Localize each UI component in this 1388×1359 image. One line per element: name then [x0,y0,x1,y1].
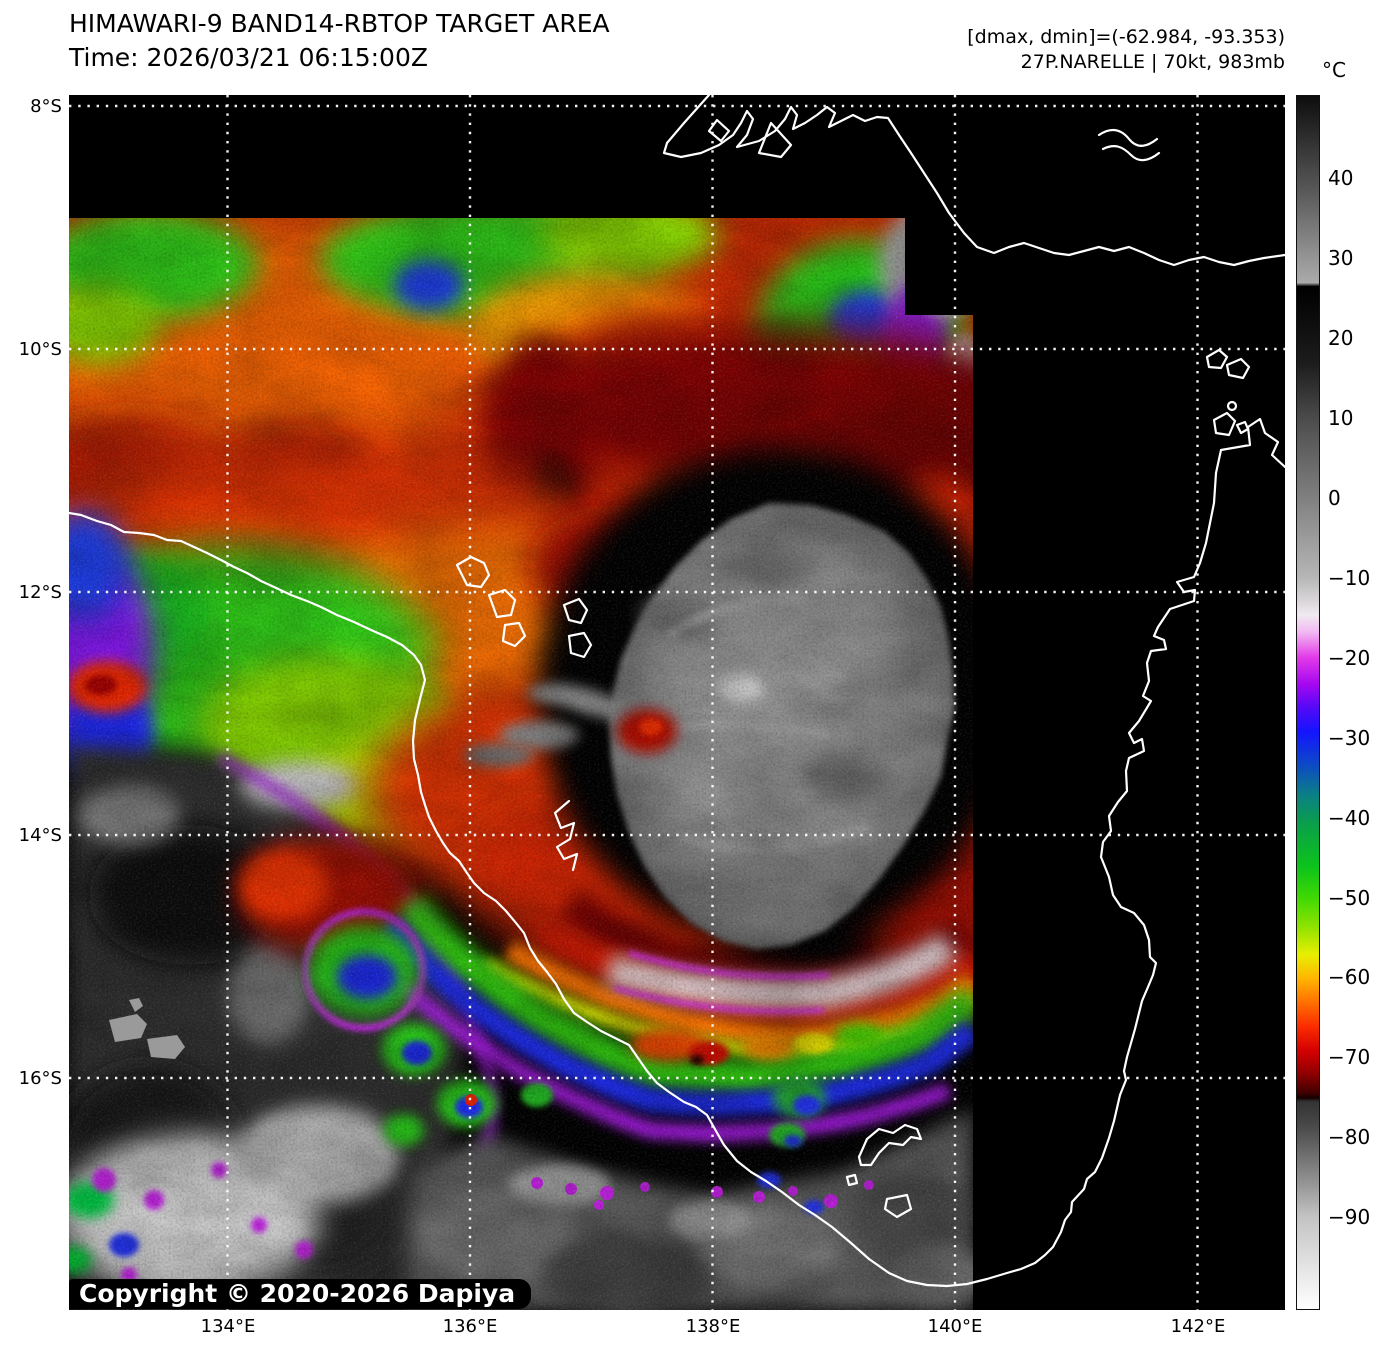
coastline-torres-island [757,121,793,159]
lon-tick-label: 142°E [1170,1316,1226,1337]
colorbar-tick-label: −30 [1328,726,1371,750]
lat-tick-label: 12°S [18,582,62,603]
colorbar-tick-label: −20 [1328,646,1371,670]
graticule-layer [69,95,1285,1310]
copyright-badge: Copyright © 2020-2026 Dapiya [69,1279,532,1309]
lon-tick-label: 136°E [442,1316,498,1337]
coastline-torres-islet [707,118,731,143]
coastline-layer [69,95,1285,1288]
range-annotation: [dmax, dmin]=(-62.984, -93.353) [967,26,1285,48]
colorbar-tick-label: 0 [1328,486,1341,510]
storm-annotation: 27P.NARELLE | 70kt, 983mb [1020,51,1285,73]
coastline-new-guinea [662,95,1285,267]
coastline-gulf-carpentaria [69,417,1285,1288]
timestamp-label: Time: 2026/03/21 06:15:00Z [69,43,428,72]
coastline-islands-northeast [1205,348,1251,437]
colorbar-tick-label: −50 [1328,886,1371,910]
colorbar-tick-label: 10 [1328,406,1354,430]
colorbar-tick-label: −10 [1328,566,1371,590]
colorbar [1296,95,1320,1310]
coastline-islands-west [455,555,593,659]
satellite-image [69,95,1285,1310]
lat-tick-label: 8°S [30,96,62,117]
lat-tick-label: 10°S [18,339,62,360]
lon-tick-label: 138°E [685,1316,741,1337]
lon-tick-label: 140°E [927,1316,983,1337]
colorbar-tick-label: 40 [1328,166,1354,190]
lat-tick-label: 16°S [18,1068,62,1089]
map-plot: Copyright © 2020-2026 Dapiya [69,95,1285,1310]
colorbar-tick-label: −90 [1328,1205,1371,1229]
colorbar-tick-label: 30 [1328,246,1354,270]
coastline-islet [1226,400,1238,412]
colorbar-tick-label: −70 [1328,1045,1371,1069]
colorbar-unit-label: °C [1322,58,1346,82]
colorbar-tick-label: 20 [1328,326,1354,350]
coastline-mornington-island [845,1123,923,1219]
colorbar-tick-label: −60 [1328,965,1371,989]
lat-tick-label: 14°S [18,825,62,846]
coastline-river [1097,129,1161,162]
ir-imagery-layer [69,218,973,1310]
coastline-cape-shield [553,799,579,872]
page-title: HIMAWARI-9 BAND14-RBTOP TARGET AREA [69,9,610,38]
colorbar-tick-label: −40 [1328,806,1371,830]
lon-tick-label: 134°E [200,1316,256,1337]
colorbar-tick-label: −80 [1328,1125,1371,1149]
